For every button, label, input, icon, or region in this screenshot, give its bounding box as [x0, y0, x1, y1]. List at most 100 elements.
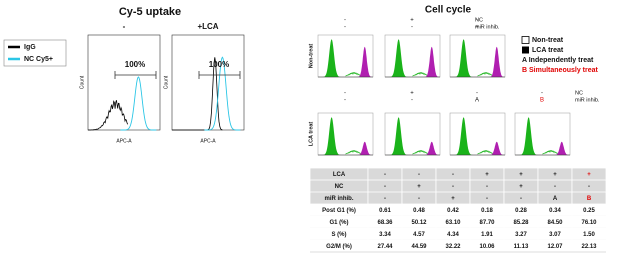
header-key: miR inhib.: [575, 97, 600, 103]
mir-symbol: +: [475, 25, 479, 31]
legend-box: [3, 39, 67, 67]
mir-symbol: A: [475, 98, 479, 104]
row-label: LCA treat: [308, 122, 314, 147]
table-text: -: [452, 184, 454, 190]
cy5-curve: [204, 56, 241, 131]
table-text: B: [587, 196, 592, 202]
header-key: NC: [575, 90, 583, 96]
table-text: 63.10: [445, 220, 461, 226]
x-axis-label: APC-A: [200, 138, 216, 144]
table-text: 84.50: [547, 220, 563, 226]
header-key: miR inhib.: [475, 24, 500, 30]
table-text: -: [554, 184, 556, 190]
right-title: Cell cycle: [425, 5, 472, 16]
g2-peak: [356, 46, 373, 77]
legend-label: Non-treat: [532, 37, 564, 44]
g2-peak: [423, 141, 440, 155]
s-phase: [477, 149, 495, 155]
table-text: 12.07: [547, 244, 563, 250]
mir-symbol: B: [540, 98, 544, 104]
table-text: 0.61: [379, 208, 391, 214]
row-label: Non-treat: [308, 44, 314, 69]
mir-symbol: -: [344, 25, 346, 31]
nc-symbol: -: [344, 18, 346, 24]
table-text: +: [519, 184, 523, 190]
g1-peak: [385, 117, 416, 155]
table-text: -: [588, 184, 590, 190]
gate-label: 100%: [125, 60, 145, 69]
nc-symbol: -: [541, 91, 543, 97]
mir-symbol: -: [344, 98, 346, 104]
table-text: 4.34: [447, 232, 459, 238]
panel-label: -: [123, 22, 126, 31]
table-text: +: [519, 172, 523, 178]
table-text: Post G1 (%): [322, 208, 356, 214]
table-text: 3.07: [549, 232, 561, 238]
table-text: -: [418, 172, 420, 178]
x-axis-label: APC-A: [116, 138, 132, 144]
y-axis-label: Count: [163, 75, 169, 89]
table-text: -: [452, 172, 454, 178]
table-text: 0.34: [549, 208, 561, 214]
table-text: 44.59: [411, 244, 427, 250]
cy5-curve: [120, 76, 157, 131]
legend-label: LCA treat: [532, 47, 564, 54]
table-text: 3.34: [379, 232, 391, 238]
header-key: NC: [475, 17, 483, 23]
g1-peak: [318, 39, 349, 77]
nc-symbol: -: [476, 18, 478, 24]
igg-curve: [172, 57, 223, 131]
g1-peak: [515, 117, 546, 155]
s-phase: [477, 71, 495, 77]
table-text: 85.28: [513, 220, 529, 226]
g1-peak: [318, 117, 349, 155]
table-text: miR inhib.: [325, 196, 354, 202]
g1-peak: [450, 39, 481, 77]
table-text: 0.42: [447, 208, 459, 214]
table-text: +: [587, 172, 591, 178]
left-title: Cy-5 uptake: [119, 6, 181, 18]
g1-peak: [385, 39, 416, 77]
plot-frame: [171, 34, 245, 131]
left-legend: IgG NC Cy5+: [3, 39, 67, 67]
legend-label: B Simultaneously treat: [522, 67, 599, 74]
gate-label: 100%: [209, 60, 229, 69]
table-text: LCA: [333, 172, 346, 178]
table-text: -: [418, 196, 420, 202]
table-text: 0.48: [413, 208, 425, 214]
g2-peak: [423, 46, 440, 77]
g1-peak: [450, 117, 481, 155]
legend-label: NC Cy5+: [24, 56, 53, 63]
table-text: 1.91: [481, 232, 493, 238]
table-text: +: [553, 172, 557, 178]
table-text: -: [486, 196, 488, 202]
table-text: 11.13: [514, 244, 529, 250]
table-text: +: [417, 184, 421, 190]
table-text: -: [384, 184, 386, 190]
table-text: 3.27: [515, 232, 527, 238]
table-text: G2/M (%): [326, 244, 352, 250]
legend-label: IgG: [24, 44, 36, 51]
table-text: S (%): [332, 232, 347, 238]
table-text: 68.36: [377, 220, 393, 226]
s-phase: [412, 149, 430, 155]
table-text: 10.06: [479, 244, 495, 250]
table-text: 0.18: [481, 208, 493, 214]
table-text: 0.28: [515, 208, 527, 214]
table-text: 4.57: [413, 232, 425, 238]
table-text: 32.22: [445, 244, 461, 250]
legend-swatch: [522, 46, 529, 54]
table-text: 22.13: [581, 244, 597, 250]
table-text: 0.25: [583, 208, 595, 214]
legend-swatch: [521, 36, 530, 44]
table-text: -: [384, 196, 386, 202]
mir-symbol: -: [411, 98, 413, 104]
table-text: 50.12: [411, 220, 427, 226]
s-phase: [412, 71, 430, 77]
s-phase: [542, 149, 560, 155]
table-text: -: [486, 184, 488, 190]
nc-symbol: +: [410, 18, 414, 24]
s-phase: [345, 71, 363, 77]
table-text: 27.44: [377, 244, 393, 250]
